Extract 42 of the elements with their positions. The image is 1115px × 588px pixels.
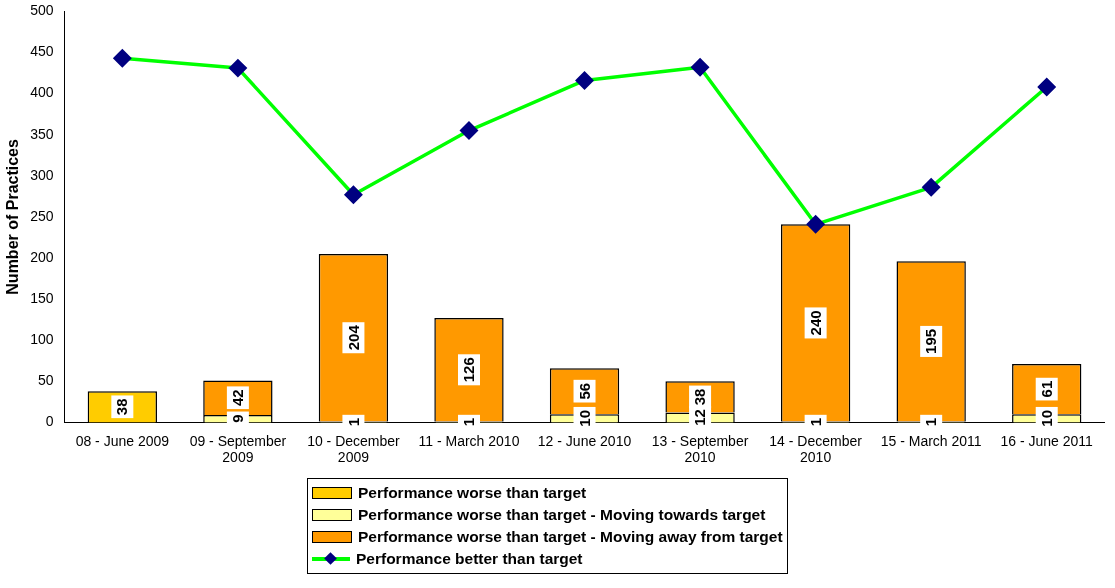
y-tick-label: 50: [37, 372, 54, 389]
legend-label: Performance worse than target - Moving towards target: [358, 506, 766, 524]
data-label: 195: [922, 328, 940, 354]
y-tick-label: 300: [30, 166, 54, 183]
data-label: 10: [1037, 409, 1055, 427]
y-tick-label: 100: [30, 331, 54, 348]
y-tick-label: 450: [30, 43, 54, 60]
data-label: 1: [344, 417, 362, 427]
y-tick-label: 350: [30, 125, 54, 142]
x-tick-label: 15 - March 2011: [880, 432, 982, 449]
y-tick-label: 250: [30, 207, 54, 224]
legend-label: Performance worse than target - Moving away from target: [358, 528, 783, 546]
data-label: 38: [113, 398, 131, 416]
data-label: 61: [1037, 380, 1055, 398]
y-tick-label: 150: [30, 289, 54, 306]
x-tick-label: 13 - September 2010: [651, 432, 749, 466]
x-tick-label: 10 - December 2009: [307, 432, 401, 466]
y-tick-label: 200: [30, 248, 54, 265]
x-tick-label: 16 - June 2011: [1000, 432, 1094, 449]
data-label: 42: [229, 389, 247, 407]
y-tick-label: 0: [45, 413, 54, 430]
x-tick-label: 12 - June 2010: [537, 432, 632, 449]
data-label: 10: [575, 409, 593, 427]
legend-label: Performance worse than target: [358, 484, 587, 502]
data-label: 9: [229, 414, 247, 423]
data-label: 126: [460, 357, 478, 383]
data-label: 1: [922, 417, 940, 427]
data-label: 1: [460, 417, 478, 427]
x-tick-label: 09 - September 2009: [189, 432, 287, 466]
data-label: 38: [691, 388, 709, 406]
legend-label: Performance better than target: [356, 550, 583, 568]
x-tick-label: 14 - December 2010: [769, 432, 863, 466]
y-tick-label: 500: [30, 2, 54, 19]
data-label: 12: [691, 409, 709, 426]
y-tick-label: 400: [30, 84, 54, 101]
x-tick-label: 08 - June 2009: [75, 432, 170, 449]
data-label: 204: [344, 324, 362, 351]
y-axis-title: Number of Practices: [4, 138, 22, 295]
data-label: 240: [806, 310, 824, 336]
x-tick-label: 11 - March 2010: [418, 432, 520, 449]
data-label: 56: [575, 382, 593, 400]
data-label: 1: [806, 417, 824, 427]
